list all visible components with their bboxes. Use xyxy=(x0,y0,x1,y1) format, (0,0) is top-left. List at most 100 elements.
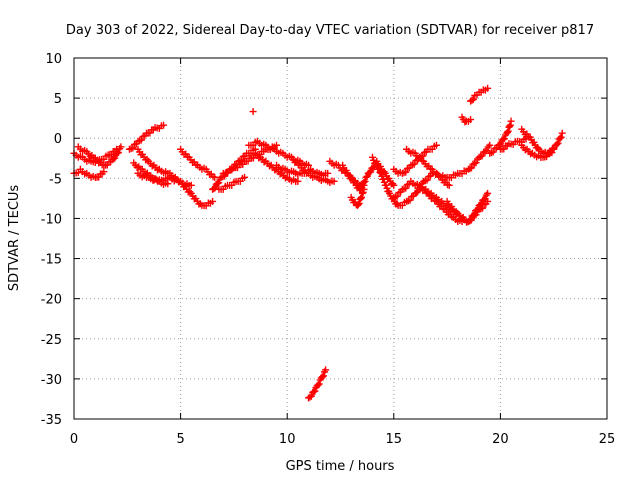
data-point xyxy=(432,141,440,149)
data-point xyxy=(117,143,125,151)
data-point xyxy=(469,95,477,103)
data-point xyxy=(215,179,223,187)
series-track-07 xyxy=(134,169,195,190)
data-point xyxy=(475,153,483,161)
data-point xyxy=(553,140,561,148)
series-track-02 xyxy=(70,165,108,181)
data-point xyxy=(478,204,486,212)
data-point xyxy=(357,194,365,202)
data-point xyxy=(100,168,108,176)
data-point xyxy=(506,122,514,130)
data-point xyxy=(484,197,492,205)
x-tick-label: 15 xyxy=(386,432,403,447)
data-point xyxy=(464,217,472,225)
data-point xyxy=(472,211,480,219)
data-point xyxy=(354,200,362,208)
data-point xyxy=(445,181,453,189)
data-point xyxy=(556,134,564,142)
data-point xyxy=(500,135,508,143)
data-point xyxy=(467,164,475,172)
data-point xyxy=(484,189,492,197)
data-point xyxy=(471,159,479,167)
data-point xyxy=(414,188,422,196)
data-point xyxy=(478,152,486,160)
data-point xyxy=(357,184,365,192)
series-track-33 xyxy=(518,141,558,161)
data-point xyxy=(464,165,472,173)
data-point xyxy=(412,189,420,197)
data-point xyxy=(402,168,410,176)
y-tick-label: -15 xyxy=(41,253,62,268)
data-point xyxy=(558,129,566,137)
series-track-26 xyxy=(443,197,492,226)
data-point xyxy=(211,184,219,192)
series-track-20 xyxy=(347,185,368,209)
data-point xyxy=(210,185,218,193)
chart-title: Day 303 of 2022, Sidereal Day-to-day VTE… xyxy=(66,23,594,38)
data-point xyxy=(273,141,281,149)
axis-ticks xyxy=(73,57,608,420)
data-point xyxy=(472,159,480,167)
data-point xyxy=(369,163,377,171)
data-point xyxy=(467,216,475,224)
data-point xyxy=(504,128,512,136)
data-point xyxy=(111,154,119,162)
data-point xyxy=(469,160,477,168)
y-tick-labels: 10 5 0 -5 -10 -15 -20 -25 -30 -35 xyxy=(41,52,62,428)
data-point xyxy=(423,176,431,184)
x-axis-title: GPS time / hours xyxy=(286,459,395,474)
series-track-04 xyxy=(125,121,168,153)
y-tick-label: -10 xyxy=(41,212,62,227)
data-point xyxy=(402,184,410,192)
data-point xyxy=(360,178,368,186)
data-point xyxy=(376,168,384,176)
data-point xyxy=(507,117,515,125)
data-point xyxy=(213,179,221,187)
series-track-31 xyxy=(496,135,530,153)
data-point xyxy=(129,144,137,152)
series-track-22 xyxy=(390,177,466,225)
y-axis-title: SDTVAR / TECUs xyxy=(7,185,22,292)
data-point xyxy=(315,380,323,388)
data-point xyxy=(468,96,476,104)
y-tick-label: -25 xyxy=(41,333,62,348)
data-point xyxy=(390,181,398,189)
series-track-17 xyxy=(305,366,330,402)
data-point xyxy=(495,141,503,149)
data-point xyxy=(471,212,479,220)
data-point xyxy=(550,145,558,153)
data-point xyxy=(241,173,249,181)
data-point xyxy=(318,373,326,381)
data-point xyxy=(324,169,332,177)
series-track-03 xyxy=(74,143,125,169)
data-point xyxy=(406,196,414,204)
data-point xyxy=(489,148,497,156)
data-point xyxy=(314,381,322,389)
data-point xyxy=(480,148,488,156)
data-point xyxy=(466,217,474,225)
data-point xyxy=(469,212,477,220)
y-tick-label: 0 xyxy=(54,132,62,147)
series-track-11 xyxy=(215,173,249,193)
series-track-16 xyxy=(249,108,257,116)
data-point xyxy=(504,127,512,135)
data-point xyxy=(160,121,168,129)
series-track-15 xyxy=(287,153,338,187)
data-point xyxy=(484,84,492,92)
data-point xyxy=(410,160,418,168)
data-point xyxy=(393,192,401,200)
data-point xyxy=(187,181,195,189)
data-point xyxy=(360,185,368,193)
y-tick-label: 5 xyxy=(54,92,62,107)
grid-lines xyxy=(74,58,607,419)
data-point xyxy=(466,165,474,173)
data-point xyxy=(311,387,319,395)
data-point xyxy=(506,121,514,129)
data-point xyxy=(211,173,219,181)
x-tick-label: 5 xyxy=(176,432,184,447)
data-point xyxy=(481,147,489,155)
data-point xyxy=(113,149,121,157)
data-point xyxy=(367,168,375,176)
x-tick-label: 20 xyxy=(492,432,509,447)
